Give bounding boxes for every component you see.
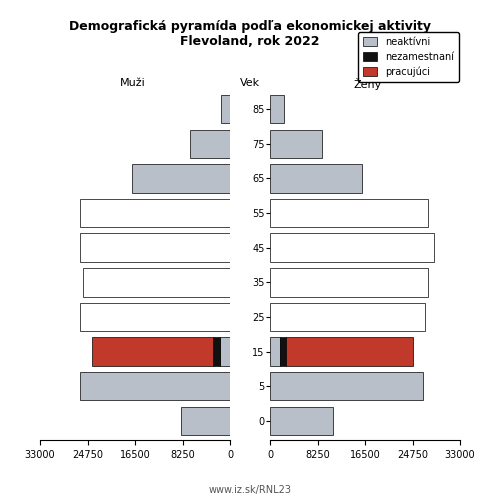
Bar — [222, 95, 230, 124]
Bar — [212, 338, 220, 366]
Bar — [80, 372, 230, 400]
Bar — [286, 338, 413, 366]
Bar — [181, 406, 230, 435]
Bar — [80, 303, 230, 331]
Bar — [270, 372, 422, 400]
Bar — [220, 338, 230, 366]
Bar — [80, 199, 230, 227]
Bar — [92, 338, 212, 366]
Text: Demografická pyramída podľa ekonomickej aktivity
Flevoland, rok 2022: Demografická pyramída podľa ekonomickej … — [69, 20, 431, 48]
Bar — [270, 95, 284, 124]
Bar — [270, 268, 428, 296]
Text: Muži: Muži — [120, 78, 146, 88]
Bar — [80, 234, 230, 262]
Bar — [190, 130, 230, 158]
Legend: neaktívni, nezamestnaní, pracujúci: neaktívni, nezamestnaní, pracujúci — [358, 32, 459, 82]
Bar — [270, 338, 280, 366]
Bar — [270, 234, 434, 262]
Text: Ženy: Ženy — [354, 78, 382, 90]
Bar — [132, 164, 230, 192]
Bar — [270, 303, 426, 331]
Bar — [270, 406, 334, 435]
Bar — [270, 199, 428, 227]
Bar — [270, 164, 362, 192]
Bar — [280, 338, 286, 366]
Text: Vek: Vek — [240, 78, 260, 88]
Bar — [83, 268, 230, 296]
Text: www.iz.sk/RNL23: www.iz.sk/RNL23 — [208, 485, 292, 495]
Bar — [270, 130, 322, 158]
